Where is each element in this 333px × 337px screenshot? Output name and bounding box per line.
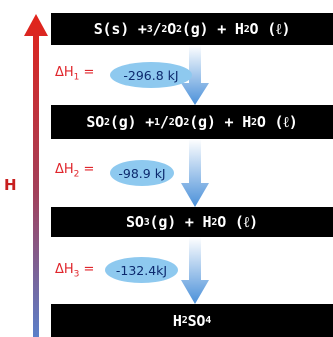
- box3-h2o-sub: 2: [211, 216, 218, 228]
- box2-h2o-sub: 2: [251, 116, 257, 128]
- box1-part-c: (g) + H: [181, 20, 244, 38]
- delta-h-symbol-2: ΔH: [55, 162, 74, 177]
- delta-h-value-2: -98.9 kJ: [110, 160, 174, 186]
- delta-h-equals-3: =: [79, 262, 95, 277]
- delta-h-label-3: ΔH3 =: [55, 262, 94, 280]
- step-arrow-3: [181, 237, 209, 304]
- box1-frac-num: 3: [146, 23, 153, 35]
- box2-part-c: O: [174, 113, 184, 131]
- box1-frac-den: 2: [161, 23, 168, 35]
- step-arrow-2: [181, 139, 209, 207]
- delta-h-equals-1: =: [79, 65, 95, 80]
- box4-so4-sub: 4: [205, 315, 212, 326]
- delta-h-label-1: ΔH1 =: [55, 65, 94, 83]
- box2-part-e: O (ℓ): [256, 112, 298, 131]
- box1-h2o-sub: 2: [243, 23, 250, 35]
- delta-h-symbol-3: ΔH: [55, 262, 74, 277]
- delta-h-index-2: 2: [73, 169, 80, 180]
- box2-frac-slash: /: [159, 113, 169, 131]
- box1-part-d: O (ℓ): [249, 19, 291, 38]
- box1-part-a: S(s) +: [93, 20, 147, 38]
- box4-part-b: SO: [187, 311, 206, 330]
- delta-h-value-3: -132.4kJ: [105, 257, 178, 283]
- box1-part-b: O: [167, 20, 177, 38]
- delta-h-label-2: ΔH2 =: [55, 162, 94, 180]
- delta-h-index-1: 1: [73, 72, 80, 83]
- box2-part-b: (g) +: [109, 113, 155, 131]
- box4-h2-sub: 2: [181, 315, 188, 326]
- box2-so2-sub: 2: [104, 116, 110, 128]
- box3-part-b: (g) + H: [149, 213, 212, 231]
- delta-h-index-3: 3: [73, 269, 80, 280]
- box3-part-c: O (ℓ): [217, 212, 258, 231]
- enthalpy-axis-arrow: [24, 14, 48, 337]
- delta-h-symbol-1: ΔH: [55, 65, 74, 80]
- box2-o2-sub: 2: [183, 116, 190, 128]
- delta-h-value-1: -296.8 kJ: [110, 62, 192, 88]
- box3-part-a: SO: [126, 213, 144, 231]
- box2-part-a: SO: [86, 113, 105, 131]
- delta-h-equals-2: =: [79, 162, 95, 177]
- reaction-box-4: H 2 SO 4: [51, 304, 333, 337]
- box4-part-a: H: [172, 311, 182, 330]
- box2-frac-den: 2: [168, 116, 175, 128]
- box1-frac-slash: /: [152, 20, 162, 38]
- box1-o2-sub: 2: [176, 23, 182, 35]
- enthalpy-axis-label: H: [4, 176, 17, 194]
- step-arrow-1: [181, 45, 209, 105]
- box3-so3-sub: 3: [143, 216, 150, 228]
- box2-frac-num: 1: [154, 116, 160, 128]
- box2-part-d: (g) + H: [189, 113, 252, 131]
